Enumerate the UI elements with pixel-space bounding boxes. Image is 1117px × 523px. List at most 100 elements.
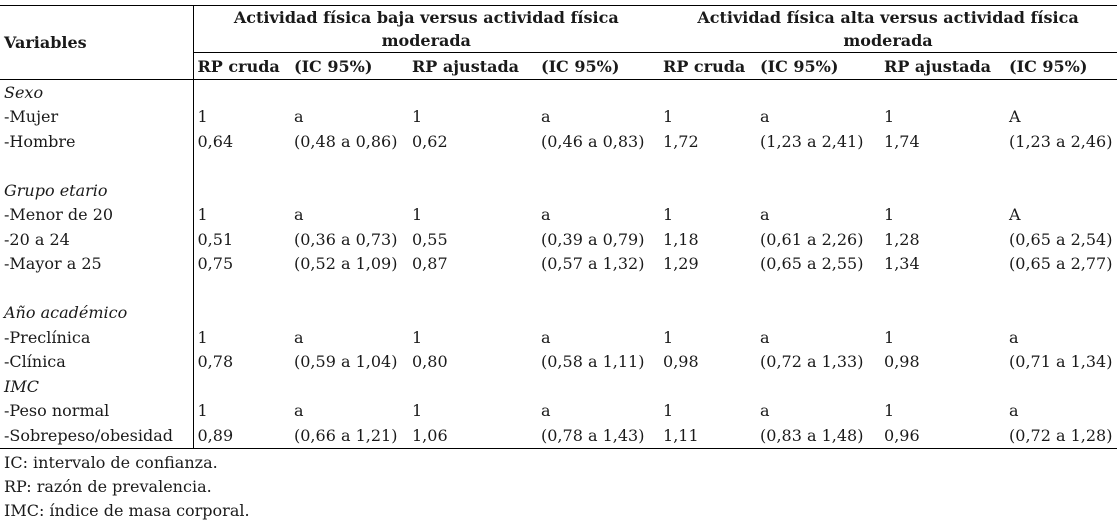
table-cell bbox=[756, 178, 880, 203]
table-cell bbox=[1005, 154, 1117, 179]
table-cell: (0,36 a 0,73) bbox=[294, 229, 398, 249]
table-cell bbox=[880, 154, 1005, 179]
table-cell: a bbox=[1009, 327, 1019, 347]
table-cell: A bbox=[1009, 205, 1021, 225]
table-row bbox=[0, 153, 1117, 179]
table-row: -20 a 24 0,51 (0,36 a 0,73) 0,55 (0,39 a 0,7… bbox=[0, 227, 1117, 252]
footnote-rp: RP: razón de prevalencia. bbox=[4, 477, 212, 496]
table-cell bbox=[408, 301, 537, 326]
category-label: Año académico bbox=[0, 300, 194, 325]
table-cell bbox=[756, 154, 880, 179]
table-cell: a bbox=[541, 327, 551, 347]
table-row: -Clínica 0,78 (0,59 a 1,04) 0,80 (0,58 a 1,1… bbox=[0, 349, 1117, 374]
table-cell: 1 bbox=[663, 327, 674, 347]
variable-label: -20 a 24 bbox=[0, 227, 194, 252]
table-cell bbox=[659, 276, 756, 301]
table-cell: a bbox=[541, 401, 551, 421]
variables-header: Variables bbox=[0, 5, 194, 80]
table-cell: (0,65 a 2,54) bbox=[1009, 229, 1113, 249]
table-cell: 1,28 bbox=[884, 229, 920, 249]
table-cell: 1 bbox=[663, 107, 674, 127]
table-cell bbox=[290, 80, 408, 105]
table-cell bbox=[537, 178, 659, 203]
table-cell: 1 bbox=[197, 401, 208, 421]
table-cell: a bbox=[760, 327, 770, 347]
table-cell: a bbox=[760, 401, 770, 421]
table-cell bbox=[193, 374, 290, 399]
table-cell bbox=[290, 154, 408, 179]
table-cell bbox=[880, 301, 1005, 326]
table-cell: 1 bbox=[663, 401, 674, 421]
table-cell: a bbox=[760, 107, 770, 127]
table-cell: 1,18 bbox=[663, 229, 699, 249]
table-cell: 1 bbox=[884, 205, 895, 225]
table-cell: 0,64 bbox=[197, 131, 234, 151]
table-row: Sexo bbox=[0, 79, 1117, 105]
col-header-ic-low-adjusted: (IC 95%) bbox=[537, 52, 660, 80]
table-cell: 0,98 bbox=[663, 352, 699, 372]
results-table: Variables Actividad física baja versus a… bbox=[0, 5, 1117, 449]
table-cell: a bbox=[294, 205, 304, 225]
table-cell bbox=[880, 276, 1005, 301]
variable-label: -Mayor a 25 bbox=[0, 251, 194, 276]
table-cell bbox=[1005, 276, 1117, 301]
table-cell: (0,46 a 0,83) bbox=[541, 131, 645, 151]
table-cell bbox=[408, 276, 537, 301]
col-header-rp-ajustada-low: RP ajustada bbox=[408, 52, 537, 80]
variable-label: -Sobrepeso/obesidad bbox=[0, 423, 194, 449]
table-cell: 0,80 bbox=[412, 352, 448, 372]
table-cell: a bbox=[541, 107, 551, 127]
table-row: -Mayor a 25 0,75 (0,52 a 1,09) 0,87 (0,57 a … bbox=[0, 251, 1117, 276]
table-cell: a bbox=[760, 205, 770, 225]
footnote-ic: IC: intervalo de confianza. bbox=[4, 453, 218, 472]
table-cell: 0,55 bbox=[412, 229, 448, 249]
table-cell bbox=[408, 154, 537, 179]
table-body: Sexo -Mujer 1 a 1 a 1 a 1 A -Hombre 0,64 (0,48 a 0,8… bbox=[0, 79, 1117, 449]
table-cell: 1,29 bbox=[663, 254, 699, 274]
category-label: Sexo bbox=[0, 79, 194, 105]
table-row: Año académico bbox=[0, 300, 1117, 326]
table-cell: 1,11 bbox=[659, 423, 757, 449]
table-cell bbox=[659, 80, 756, 105]
table-cell bbox=[659, 374, 756, 399]
table-cell: 1 bbox=[412, 401, 423, 421]
table-cell: (0,61 a 2,26) bbox=[760, 229, 864, 249]
table-cell: 1 bbox=[412, 205, 423, 225]
table-cell: a bbox=[294, 401, 304, 421]
table-cell: a bbox=[541, 205, 551, 225]
table-cell: (0,78 a 1,43) bbox=[537, 423, 660, 449]
col-header-rp-cruda-low: RP cruda bbox=[193, 52, 290, 80]
table-cell bbox=[537, 374, 659, 399]
table-cell: (0,72 a 1,33) bbox=[760, 352, 864, 372]
table-cell bbox=[290, 178, 408, 203]
table-cell bbox=[1005, 178, 1117, 203]
table-cell bbox=[537, 154, 659, 179]
group-header-high-vs-moderate: Actividad física alta versus actividad f… bbox=[659, 5, 1117, 53]
table-cell bbox=[290, 374, 408, 399]
table-cell bbox=[756, 276, 880, 301]
table-cell bbox=[659, 301, 756, 326]
table-cell: (1,23 a 2,41) bbox=[760, 131, 864, 151]
variable-label: -Preclínica bbox=[0, 325, 194, 350]
table-cell: 1 bbox=[884, 401, 895, 421]
table-cell: 1 bbox=[412, 107, 423, 127]
table-row: -Preclínica 1 a 1 a 1 a 1 a bbox=[0, 325, 1117, 350]
category-label: IMC bbox=[0, 374, 194, 399]
table-row bbox=[0, 276, 1117, 301]
table-cell bbox=[193, 178, 290, 203]
table-cell: 0,87 bbox=[412, 254, 448, 274]
table-cell: (1,23 a 2,46) bbox=[1009, 131, 1113, 151]
col-header-ic-high-crude: (IC 95%) bbox=[756, 52, 881, 80]
table-cell bbox=[193, 276, 290, 301]
table-row: IMC bbox=[0, 374, 1117, 399]
table-cell: 0,96 bbox=[880, 423, 1006, 449]
variable-label: -Mujer bbox=[0, 104, 194, 129]
table-cell bbox=[290, 276, 408, 301]
table-cell: 1,34 bbox=[884, 254, 920, 274]
table-cell: 0,98 bbox=[884, 352, 920, 372]
header-row-measures: RP cruda (IC 95%) RP ajustada (IC 95%) R… bbox=[0, 52, 1117, 80]
table-cell bbox=[537, 276, 659, 301]
table-cell bbox=[659, 154, 756, 179]
table-cell: 1,72 bbox=[663, 131, 699, 151]
